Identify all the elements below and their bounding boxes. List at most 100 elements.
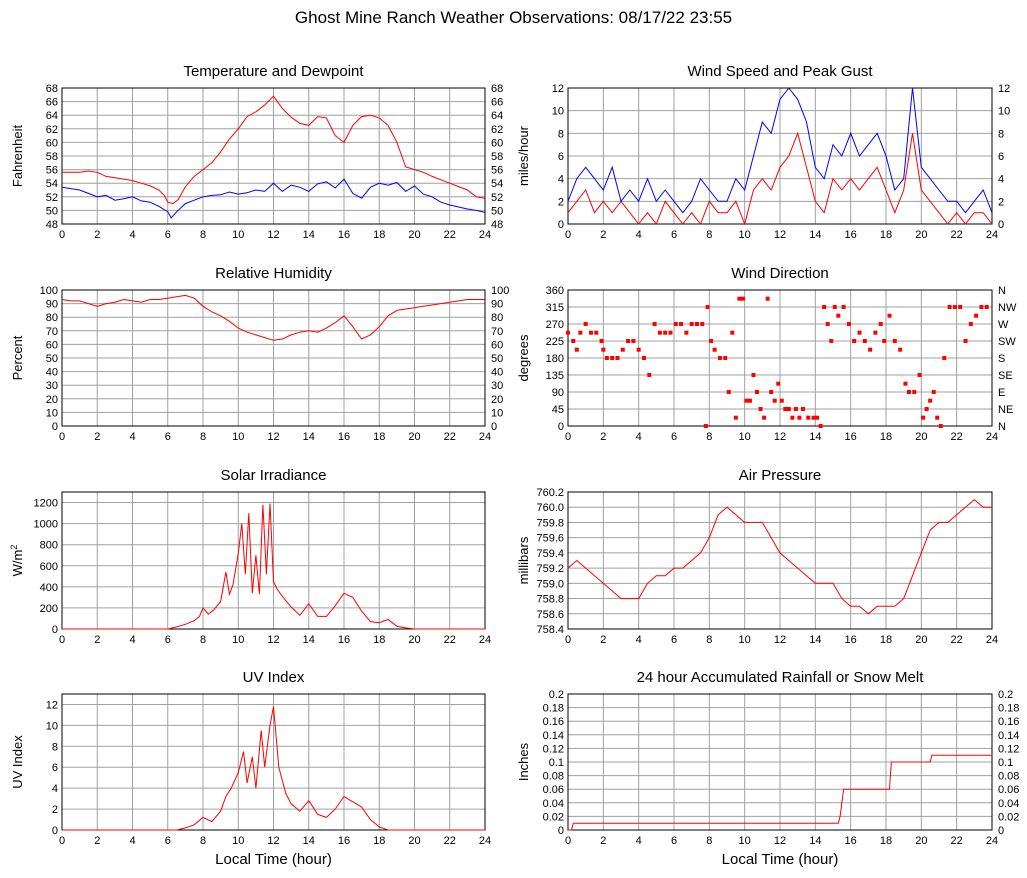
x-axis-label: Local Time (hour) xyxy=(215,851,332,868)
x-tick-label: 6 xyxy=(671,229,677,241)
chart-title: 24 hour Accumulated Rainfall or Snow Mel… xyxy=(637,669,925,686)
x-tick-label: 0 xyxy=(59,835,65,847)
y-tick-label: 68 xyxy=(46,83,58,95)
x-tick-label: 18 xyxy=(373,229,385,241)
x-tick-label: 14 xyxy=(303,229,315,241)
y-tick-label: 759.8 xyxy=(536,517,564,529)
y-tick-label: 0.06 xyxy=(543,784,564,796)
data-point xyxy=(873,330,878,335)
x-tick-label: 22 xyxy=(444,431,456,443)
data-point xyxy=(882,339,887,343)
page-title: Ghost Mine Ranch Weather Observations: 0… xyxy=(294,8,733,27)
x-tick-label: 2 xyxy=(94,431,100,443)
x-tick-label: 0 xyxy=(565,229,571,241)
data-point xyxy=(783,407,788,411)
data-point xyxy=(737,296,742,301)
y-tick-label: 100 xyxy=(40,285,58,297)
data-point xyxy=(772,398,777,403)
x-tick-label: 12 xyxy=(267,835,279,847)
x-tick-label: 22 xyxy=(444,835,456,847)
x-tick-label: 10 xyxy=(739,835,751,847)
y-tick-label: 800 xyxy=(40,540,58,552)
y-axis-label: degrees xyxy=(516,334,531,381)
data-point xyxy=(852,339,857,343)
y-tick-label: 0.14 xyxy=(543,730,564,742)
y-tick-label: 20 xyxy=(46,394,58,406)
y-tick-label: 400 xyxy=(40,582,58,594)
x-tick-label: 20 xyxy=(915,634,927,646)
y-tick-label: 0.08 xyxy=(543,771,564,783)
y-tick-label: 760.0 xyxy=(536,502,564,514)
y-tick-label: 0 xyxy=(558,219,564,231)
data-point xyxy=(963,339,968,343)
y-tick-label: 90 xyxy=(46,299,58,311)
y-tick-label: 48 xyxy=(46,219,58,231)
y-axis-label: Percent xyxy=(10,335,25,380)
y-tick-label: 8 xyxy=(558,128,564,140)
data-point xyxy=(942,356,947,360)
x-tick-label: 0 xyxy=(59,431,65,443)
y-tick-label-right: 0.16 xyxy=(998,716,1019,728)
data-point xyxy=(599,339,604,343)
x-tick-label: 12 xyxy=(774,634,786,646)
data-point xyxy=(797,415,802,420)
data-point xyxy=(878,322,883,326)
y-tick-label-right: 66 xyxy=(491,97,503,109)
x-tick-label: 18 xyxy=(880,634,892,646)
y-tick-label: 50 xyxy=(46,205,58,217)
x-tick-label: 4 xyxy=(636,835,642,847)
y-tick-label: 12 xyxy=(46,699,58,711)
x-tick-label: 18 xyxy=(880,431,892,443)
plot-frame xyxy=(567,289,993,427)
data-point xyxy=(641,356,646,360)
data-point xyxy=(578,330,583,335)
x-tick-label: 8 xyxy=(200,634,206,646)
y-tick-label: 759.0 xyxy=(536,578,564,590)
y-axis-label-superscript: 2 xyxy=(9,545,19,550)
data-point xyxy=(931,390,936,394)
y-axis-label: Inches xyxy=(516,742,531,781)
y-tick-label-right: 100 xyxy=(491,285,509,297)
data-point xyxy=(958,305,963,309)
x-tick-label: 14 xyxy=(809,431,821,443)
y-tick-label-right: 62 xyxy=(491,124,503,136)
x-tick-label: 16 xyxy=(845,835,857,847)
data-point xyxy=(583,322,588,326)
y-tick-label: 12 xyxy=(552,83,564,95)
data-point xyxy=(657,330,662,335)
compass-label: S xyxy=(998,353,1005,365)
y-tick-label: 758.8 xyxy=(536,594,564,606)
y-tick-label: 0.02 xyxy=(543,811,564,823)
y-tick-label-right: 90 xyxy=(491,299,503,311)
y-tick-label: 64 xyxy=(46,110,58,122)
data-point xyxy=(574,347,579,352)
data-point xyxy=(903,381,908,386)
y-tick-label-right: 68 xyxy=(491,83,503,95)
x-tick-label: 22 xyxy=(951,229,963,241)
x-tick-label: 8 xyxy=(200,229,206,241)
data-point xyxy=(917,373,922,377)
y-tick-label-right: 0.18 xyxy=(998,703,1019,715)
chart-title: Temperature and Dewpoint xyxy=(183,63,364,80)
chart-title: Solar Irradiance xyxy=(221,467,327,484)
series-line xyxy=(62,706,485,831)
y-tick-label: 54 xyxy=(46,178,58,190)
y-tick-label-right: 40 xyxy=(491,367,503,379)
y-tick-label: 758.6 xyxy=(536,609,564,621)
data-point xyxy=(733,415,738,420)
x-tick-label: 6 xyxy=(165,431,171,443)
y-tick-label: 0 xyxy=(52,825,58,837)
data-point xyxy=(928,398,933,403)
y-axis-label: UV Index xyxy=(10,735,25,789)
y-tick-label: 6 xyxy=(52,762,58,774)
data-point xyxy=(836,313,841,318)
y-tick-label: 759.4 xyxy=(536,548,564,560)
data-point xyxy=(755,390,760,394)
data-point xyxy=(631,339,636,343)
x-axis-label: Local Time (hour) xyxy=(722,851,839,868)
y-tick-label: 0 xyxy=(558,825,564,837)
data-point xyxy=(700,322,705,326)
